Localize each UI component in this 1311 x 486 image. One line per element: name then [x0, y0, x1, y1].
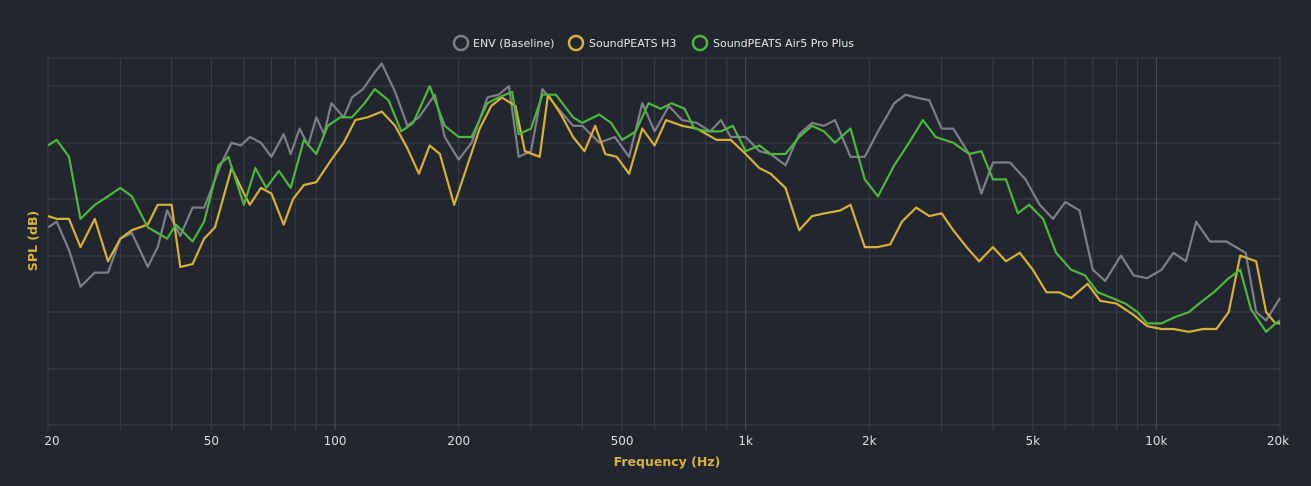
legend-swatch-env: [452, 34, 470, 52]
x-tick-label: 1k: [738, 434, 753, 448]
x-tick-label: 200: [447, 434, 470, 448]
x-tick-label: 100: [324, 434, 347, 448]
x-tick-label: 5k: [1025, 434, 1040, 448]
x-tick-label: 20: [44, 434, 59, 448]
series-lines: [47, 62, 1281, 333]
x-tick-label: 50: [204, 434, 219, 448]
x-tick-label: 20k: [1267, 434, 1289, 448]
series-line-1[interactable]: [47, 93, 1280, 333]
series-line-0[interactable]: [47, 62, 1281, 322]
legend-swatch-air5: [691, 34, 709, 52]
legend-item-air5[interactable]: SoundPEATS Air5 Pro Plus: [691, 34, 854, 52]
legend-item-h3[interactable]: SoundPEATS H3: [567, 34, 676, 52]
legend-swatch-h3: [567, 34, 585, 52]
x-tick-label: 2k: [862, 434, 877, 448]
legend-label-air5: SoundPEATS Air5 Pro Plus: [713, 37, 854, 50]
x-tick-label: 10k: [1145, 434, 1167, 448]
series-line-2[interactable]: [47, 85, 1281, 333]
legend-label-env: ENV (Baseline): [473, 37, 554, 50]
x-tick-labels: 20 50 100 200 500 1k 2k 5k 10k 20k: [44, 434, 1289, 448]
x-tick-label: 500: [611, 434, 634, 448]
legend-item-env[interactable]: ENV (Baseline): [452, 34, 554, 52]
x-axis-title: Frequency (Hz): [614, 454, 721, 469]
grid: [47, 57, 1281, 430]
legend: ENV (Baseline) SoundPEATS H3 SoundPEATS …: [452, 34, 854, 52]
y-axis-title: SPL (dB): [25, 211, 40, 271]
legend-label-h3: SoundPEATS H3: [589, 37, 676, 50]
